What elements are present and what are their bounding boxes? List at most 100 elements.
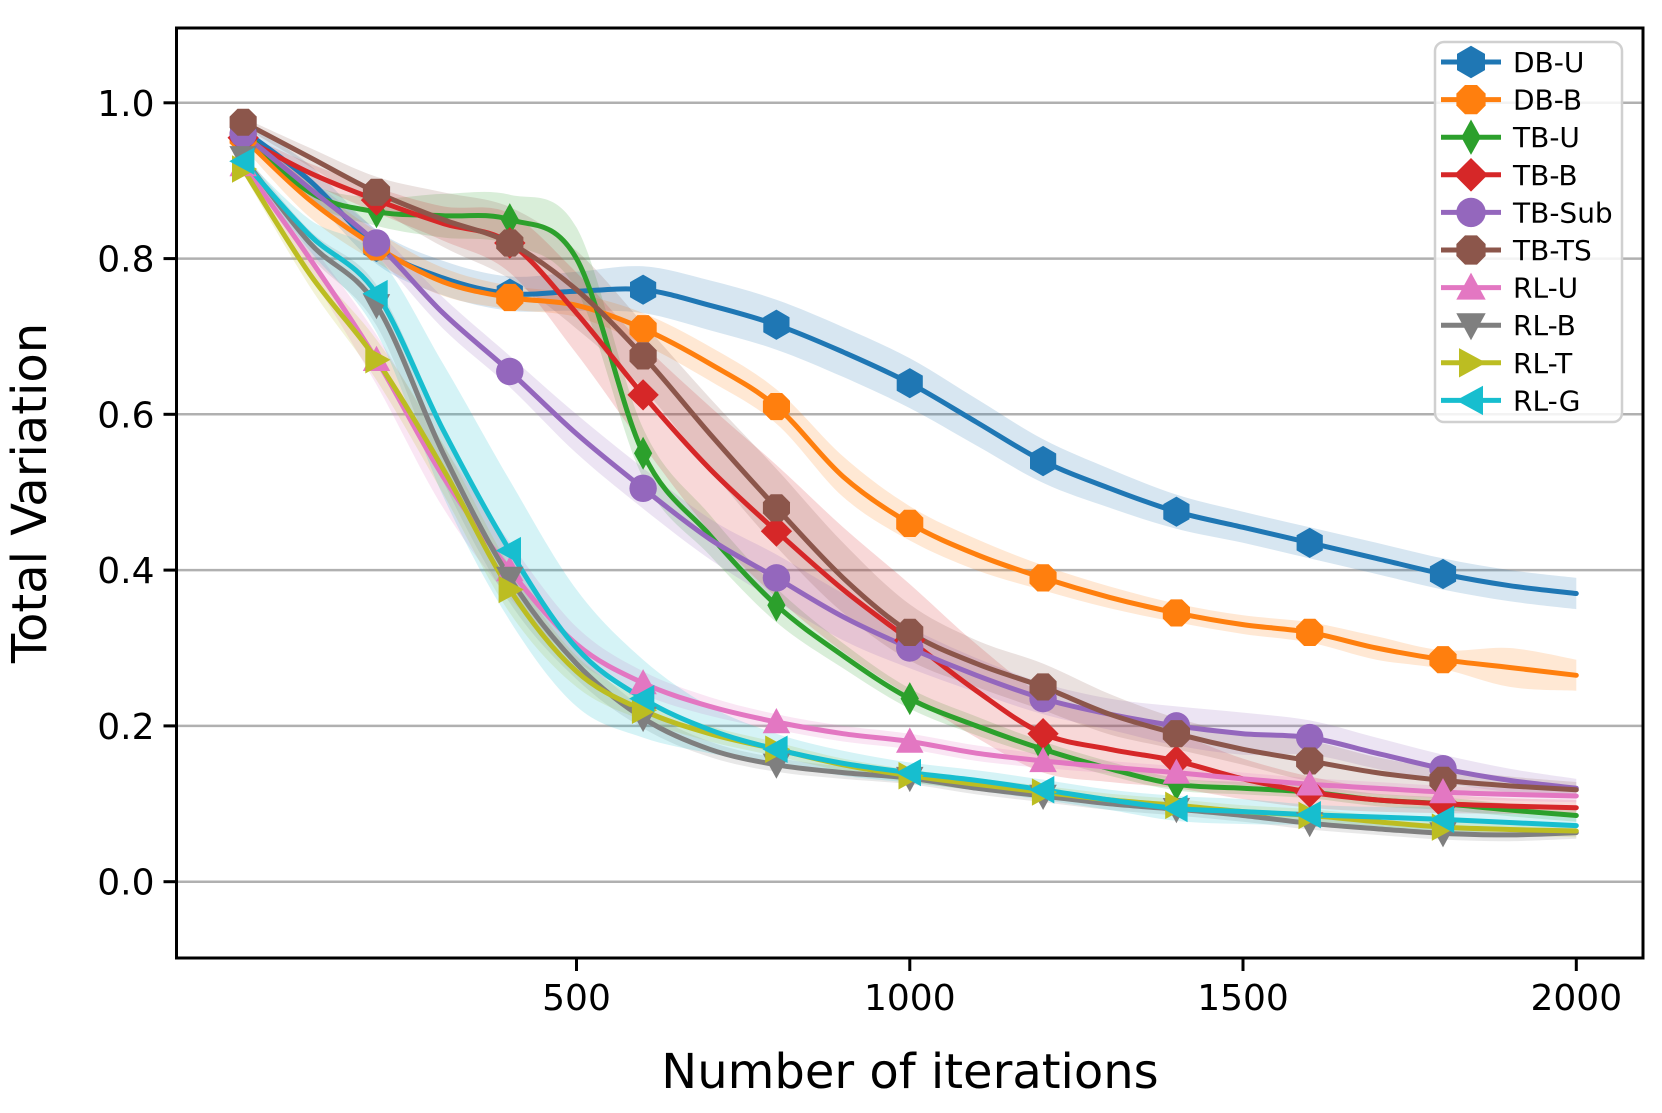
series-marker-RL-G xyxy=(495,536,521,565)
series-marker-TB-Sub xyxy=(362,229,391,257)
series-marker-DB-B xyxy=(762,393,790,421)
x-tick-label: 1500 xyxy=(1197,978,1289,1019)
y-tick-label: 0.4 xyxy=(97,551,154,592)
legend-item-TB-Sub: TB-Sub xyxy=(1441,196,1613,229)
series-marker-TB-TS xyxy=(1162,720,1190,748)
series-marker-TB-B xyxy=(760,515,793,547)
series-line-RL-U xyxy=(240,162,1579,799)
series-marker-TB-B xyxy=(1027,718,1059,750)
grid-layer xyxy=(176,101,1643,883)
legend-item-RL-B: RL-B xyxy=(1441,309,1576,342)
series-marker-DB-U xyxy=(630,274,657,305)
series-marker-RL-G xyxy=(1295,801,1321,829)
series-marker-TB-Sub xyxy=(1295,723,1324,752)
legend-marker-TB-TS xyxy=(1456,235,1486,265)
series-marker-TB-Sub xyxy=(762,564,791,592)
series-marker-RL-G xyxy=(1029,776,1055,804)
tick-layer xyxy=(163,101,1578,971)
legend-label: RL-G xyxy=(1513,384,1580,417)
legend-marker-RL-U xyxy=(1456,272,1486,300)
series-marker-DB-U xyxy=(1296,527,1323,558)
legend-label: TB-TS xyxy=(1512,234,1592,267)
series-marker-RL-G xyxy=(229,147,255,175)
series-marker-TB-B xyxy=(627,379,659,411)
series-marker-RL-G xyxy=(895,758,921,787)
x-tick-labels: 500 1000 1500 2000 xyxy=(542,978,1622,1019)
legend-label: RL-U xyxy=(1513,272,1578,305)
series-marker-DB-U xyxy=(1429,558,1457,590)
series-marker-RL-U xyxy=(896,727,924,753)
legend-label: RL-B xyxy=(1513,309,1576,342)
legend-item-RL-G: RL-G xyxy=(1441,384,1580,417)
series-marker-TB-Sub xyxy=(629,474,657,503)
series-marker-TB-TS xyxy=(896,618,924,646)
y-tick-label: 0.0 xyxy=(97,863,154,904)
y-tick-label: 0.2 xyxy=(97,707,154,748)
legend-item-TB-TS: TB-TS xyxy=(1441,234,1592,267)
series-marker-TB-TS xyxy=(362,178,391,206)
confidence-band-TB-Sub xyxy=(243,129,1577,798)
series-marker-RL-U xyxy=(1162,758,1191,784)
series-marker-TB-U xyxy=(767,588,786,622)
series-marker-DB-B xyxy=(496,283,524,312)
legend-item-DB-B: DB-B xyxy=(1441,84,1582,117)
legend-label: RL-T xyxy=(1513,347,1573,380)
legend-label: TB-B xyxy=(1512,159,1578,192)
legend-marker-DB-B xyxy=(1456,85,1486,115)
series-marker-DB-U xyxy=(1030,445,1057,477)
legend-marker-RL-B xyxy=(1456,313,1486,341)
legend-marker-RL-G xyxy=(1456,385,1483,416)
series-line-RL-G xyxy=(240,158,1579,829)
legend-marker-DB-U xyxy=(1457,45,1485,79)
series-marker-RL-B xyxy=(496,566,524,592)
series-marker-TB-TS xyxy=(229,108,257,136)
series-marker-layer xyxy=(227,108,1459,848)
series-marker-DB-B xyxy=(1162,599,1190,627)
series-marker-TB-U xyxy=(500,203,519,237)
series-marker-DB-B xyxy=(629,315,657,343)
confidence-band-DB-U xyxy=(243,120,1577,610)
series-marker-DB-U xyxy=(1163,496,1190,527)
series-marker-TB-TS xyxy=(496,229,524,257)
x-tick-label: 1000 xyxy=(864,978,956,1019)
series-marker-TB-Sub xyxy=(496,357,524,386)
series-marker-TB-TS xyxy=(1029,673,1057,701)
series-marker-TB-TS xyxy=(762,494,790,522)
series-line-TB-Sub xyxy=(240,131,1579,791)
series-marker-RL-U xyxy=(1429,778,1457,804)
legend-label: TB-Sub xyxy=(1512,196,1613,229)
series-marker-DB-B xyxy=(1296,618,1324,646)
series-marker-RL-U xyxy=(1296,770,1324,796)
y-axis-label: Total Variation xyxy=(2,323,58,664)
series-marker-RL-U xyxy=(1029,746,1057,773)
series-marker-DB-U xyxy=(763,309,790,340)
legend-label: TB-U xyxy=(1512,121,1580,154)
series-marker-DB-B xyxy=(1429,646,1457,674)
series-marker-TB-TS xyxy=(1296,747,1324,775)
series-marker-RL-T xyxy=(365,346,391,374)
series-marker-TB-U xyxy=(634,436,653,470)
series-line-TB-TS xyxy=(240,119,1579,793)
series-marker-TB-TS xyxy=(629,342,657,370)
legend: DB-U DB-B TB-U TB-B TB-Sub TB-TS RL-U RL-B RL-T R… xyxy=(1433,40,1624,424)
y-tick-labels: 0.0 0.2 0.4 0.6 0.8 1.0 xyxy=(97,84,154,904)
series-marker-TB-B xyxy=(1427,788,1459,820)
legend-label: DB-B xyxy=(1513,84,1582,117)
series-marker-RL-G xyxy=(1429,805,1455,834)
series-marker-DB-B xyxy=(1029,564,1057,592)
y-tick-label: 0.8 xyxy=(97,240,154,281)
legend-item-DB-U: DB-U xyxy=(1441,45,1584,79)
series-marker-RL-U xyxy=(762,708,791,734)
legend-item-TB-U: TB-U xyxy=(1441,119,1580,155)
y-tick-label: 0.6 xyxy=(97,395,154,436)
legend-item-TB-B: TB-B xyxy=(1441,158,1578,192)
x-axis-label: Number of iterations xyxy=(661,1044,1158,1100)
series-marker-RL-T xyxy=(498,575,524,604)
series-marker-RL-G xyxy=(629,684,655,713)
legend-marker-RL-T xyxy=(1459,348,1486,378)
series-line-RL-B xyxy=(240,154,1579,838)
legend-marker-TB-Sub xyxy=(1456,197,1486,228)
y-tick-label: 1.0 xyxy=(97,84,154,125)
